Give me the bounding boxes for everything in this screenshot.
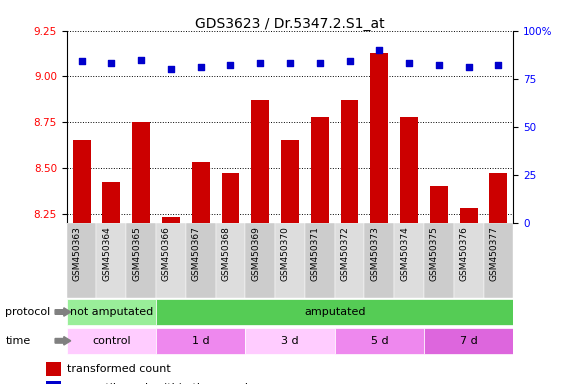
Text: GSM450370: GSM450370 bbox=[281, 227, 290, 281]
Bar bbox=[460, 208, 477, 384]
Text: GSM450364: GSM450364 bbox=[102, 227, 111, 281]
Text: GSM450365: GSM450365 bbox=[132, 227, 141, 281]
Text: time: time bbox=[5, 336, 31, 346]
Text: protocol: protocol bbox=[5, 307, 50, 317]
Bar bbox=[430, 186, 448, 384]
Bar bbox=[67, 223, 96, 298]
Bar bbox=[251, 100, 269, 384]
Bar bbox=[275, 223, 305, 298]
Bar bbox=[245, 223, 275, 298]
Bar bbox=[311, 117, 329, 384]
Bar bbox=[72, 141, 90, 384]
Bar bbox=[340, 100, 358, 384]
Bar bbox=[394, 223, 424, 298]
Bar bbox=[132, 122, 150, 384]
Bar bbox=[424, 328, 513, 354]
Point bbox=[375, 47, 384, 53]
Text: GSM450366: GSM450366 bbox=[162, 227, 171, 281]
Bar bbox=[156, 328, 245, 354]
Point bbox=[315, 60, 324, 66]
Point bbox=[166, 66, 176, 72]
Point bbox=[107, 60, 116, 66]
Bar bbox=[400, 117, 418, 384]
Text: GSM450372: GSM450372 bbox=[340, 227, 350, 281]
Text: GSM450377: GSM450377 bbox=[490, 227, 498, 281]
Text: GSM450367: GSM450367 bbox=[191, 227, 201, 281]
Bar bbox=[484, 223, 513, 298]
Text: GSM450368: GSM450368 bbox=[222, 227, 230, 281]
Text: percentile rank within the sample: percentile rank within the sample bbox=[67, 383, 255, 384]
Text: 1 d: 1 d bbox=[192, 336, 209, 346]
Point bbox=[285, 60, 295, 66]
Text: not amputated: not amputated bbox=[70, 307, 153, 317]
Bar bbox=[67, 328, 156, 354]
Text: GSM450375: GSM450375 bbox=[430, 227, 439, 281]
Point bbox=[345, 58, 354, 65]
Text: transformed count: transformed count bbox=[67, 364, 171, 374]
Bar bbox=[335, 328, 424, 354]
Text: GSM450376: GSM450376 bbox=[459, 227, 469, 281]
Bar bbox=[156, 223, 186, 298]
Point bbox=[136, 56, 146, 63]
Bar bbox=[186, 223, 216, 298]
Point bbox=[464, 64, 473, 70]
Text: GSM450374: GSM450374 bbox=[400, 227, 409, 281]
Point bbox=[256, 60, 265, 66]
Point bbox=[196, 64, 205, 70]
Bar bbox=[364, 223, 394, 298]
Text: 3 d: 3 d bbox=[281, 336, 299, 346]
Bar bbox=[424, 223, 454, 298]
Bar bbox=[216, 223, 245, 298]
Bar bbox=[156, 299, 513, 325]
Point bbox=[434, 62, 444, 68]
Text: 5 d: 5 d bbox=[371, 336, 388, 346]
Text: control: control bbox=[92, 336, 130, 346]
Bar bbox=[222, 173, 240, 384]
Text: GDS3623 / Dr.5347.2.S1_at: GDS3623 / Dr.5347.2.S1_at bbox=[195, 17, 385, 31]
Bar bbox=[46, 381, 61, 384]
Text: 7 d: 7 d bbox=[460, 336, 477, 346]
Bar bbox=[454, 223, 484, 298]
Bar bbox=[67, 299, 156, 325]
Point bbox=[404, 60, 414, 66]
Text: GSM450369: GSM450369 bbox=[251, 227, 260, 281]
Bar bbox=[371, 53, 388, 384]
Text: GSM450373: GSM450373 bbox=[370, 227, 379, 281]
Bar bbox=[103, 182, 120, 384]
Bar bbox=[192, 162, 209, 384]
Bar bbox=[305, 223, 335, 298]
Bar bbox=[335, 223, 364, 298]
Point bbox=[77, 58, 86, 65]
Bar bbox=[46, 362, 61, 376]
Text: amputated: amputated bbox=[304, 307, 365, 317]
Bar bbox=[245, 328, 335, 354]
Bar bbox=[126, 223, 156, 298]
Text: GSM450371: GSM450371 bbox=[311, 227, 320, 281]
Bar bbox=[162, 217, 180, 384]
Text: GSM450363: GSM450363 bbox=[72, 227, 82, 281]
Point bbox=[494, 62, 503, 68]
Bar bbox=[281, 141, 299, 384]
Bar bbox=[96, 223, 126, 298]
Point bbox=[226, 62, 235, 68]
Bar bbox=[490, 173, 508, 384]
